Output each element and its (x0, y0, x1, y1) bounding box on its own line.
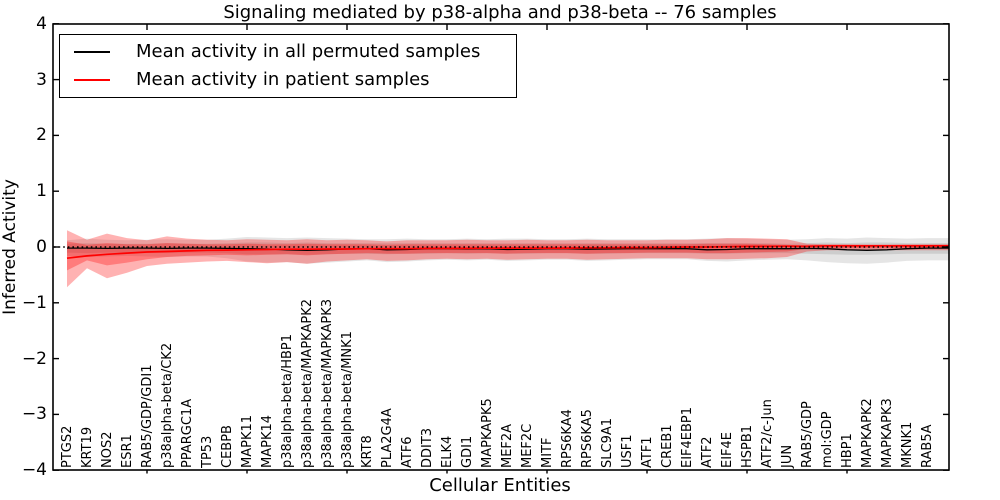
x-entity-label: CEBPB (219, 425, 235, 468)
x-entity-label: RAB5/GDP/GDI1 (139, 364, 155, 468)
band-patient-outer (67, 230, 949, 288)
x-entity-label: MAPK11 (239, 414, 255, 468)
legend-label-permuted: Mean activity in all permuted samples (136, 41, 481, 63)
legend: Mean activity in all permuted samples Me… (59, 34, 517, 98)
x-entity-label: p38alpha-beta/MNK1 (339, 331, 355, 468)
y-tick-label: −4 (21, 460, 47, 481)
y-tick-label: −2 (21, 348, 47, 369)
legend-red-line-icon (74, 78, 110, 81)
x-entity-label: PPARGC1A (179, 398, 195, 468)
x-entity-label: EIF4E (719, 431, 735, 468)
x-entity-label: ATF1 (639, 436, 655, 468)
x-entity-label: MAPKAPK2 (859, 398, 875, 468)
y-tick-label: 2 (36, 125, 47, 146)
x-entity-label: DDIT3 (419, 427, 435, 468)
chart-title: Signaling mediated by p38-alpha and p38-… (223, 2, 777, 23)
band-permuted-outer (67, 237, 949, 264)
x-entity-label: MAPK14 (259, 414, 275, 468)
x-entity-label: HSPB1 (739, 424, 755, 468)
x-entity-label: RPS6KA5 (579, 409, 595, 468)
y-tick-label: 1 (36, 181, 47, 202)
x-entity-label: MEF2A (499, 423, 515, 468)
x-entity-label: CREB1 (659, 424, 675, 468)
legend-label-patient: Mean activity in patient samples (136, 68, 430, 90)
permuted-mean-line (67, 247, 949, 251)
x-entity-label: SLC9A1 (599, 417, 615, 468)
x-entity-label: RAB5A (919, 424, 935, 468)
x-entity-label: ATF2 (699, 436, 715, 468)
x-entity-label: MITF (539, 437, 555, 468)
legend-item-patient: Mean activity in patient samples (60, 68, 516, 90)
x-entity-label: PLA2G4A (379, 408, 395, 468)
y-tick-label: 0 (36, 237, 47, 257)
x-entity-label: MEF2C (519, 423, 535, 468)
y-tick-label: 4 (36, 13, 47, 34)
x-entity-label: HBP1 (839, 433, 855, 468)
y-tick-label: −1 (21, 292, 47, 313)
x-entity-label: mol:GDP (819, 411, 835, 468)
x-entity-label: RAB5/GDP (799, 401, 815, 468)
patient-mean-line (66, 245, 949, 260)
x-entity-label: PTGS2 (59, 425, 75, 468)
x-axis-label: Cellular Entities (429, 475, 571, 496)
x-entity-label: p38alpha-beta/MAPKAPK2 (299, 299, 315, 468)
x-entity-label: MKNK1 (899, 421, 915, 468)
x-entity-label: MAPKAPK3 (879, 398, 895, 468)
y-tick-label: 3 (36, 69, 47, 90)
y-tick-label: −3 (21, 404, 47, 425)
x-entity-label: p38alpha-beta/CK2 (159, 342, 175, 468)
legend-black-line-icon (74, 51, 110, 54)
legend-item-permuted: Mean activity in all permuted samples (60, 42, 516, 62)
x-entity-label: TP53 (199, 435, 215, 468)
y-axis-label: Inferred Activity (0, 179, 20, 315)
x-entity-label: ATF2/c-Jun (759, 399, 775, 468)
x-entity-label: JUN (779, 444, 795, 468)
x-entity-label: EIF4EBP1 (679, 406, 695, 468)
x-entity-label: KRT8 (359, 435, 375, 468)
x-entity-label: p38alpha-beta/HBP1 (279, 333, 295, 468)
x-entity-label: p38alpha-beta/MAPKAPK3 (319, 299, 335, 468)
x-entity-label: KRT19 (79, 426, 95, 468)
x-entity-label: ELK4 (439, 435, 455, 468)
x-entity-label: USF1 (619, 434, 635, 468)
x-entity-label: ATF6 (399, 436, 415, 468)
x-entity-label: GDI1 (459, 435, 475, 468)
x-entity-label: RPS6KA4 (559, 409, 575, 468)
x-entity-label: ESR1 (119, 434, 135, 468)
x-entity-label: MAPKAPK5 (479, 398, 495, 468)
x-entity-label: NOS2 (99, 431, 115, 468)
